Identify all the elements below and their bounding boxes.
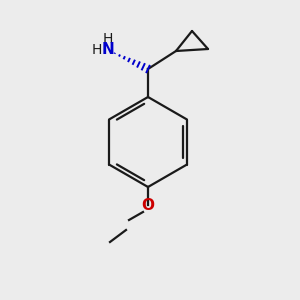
Text: H: H: [103, 32, 113, 46]
Text: H: H: [92, 43, 102, 57]
Text: N: N: [102, 43, 114, 58]
Text: O: O: [142, 197, 154, 212]
